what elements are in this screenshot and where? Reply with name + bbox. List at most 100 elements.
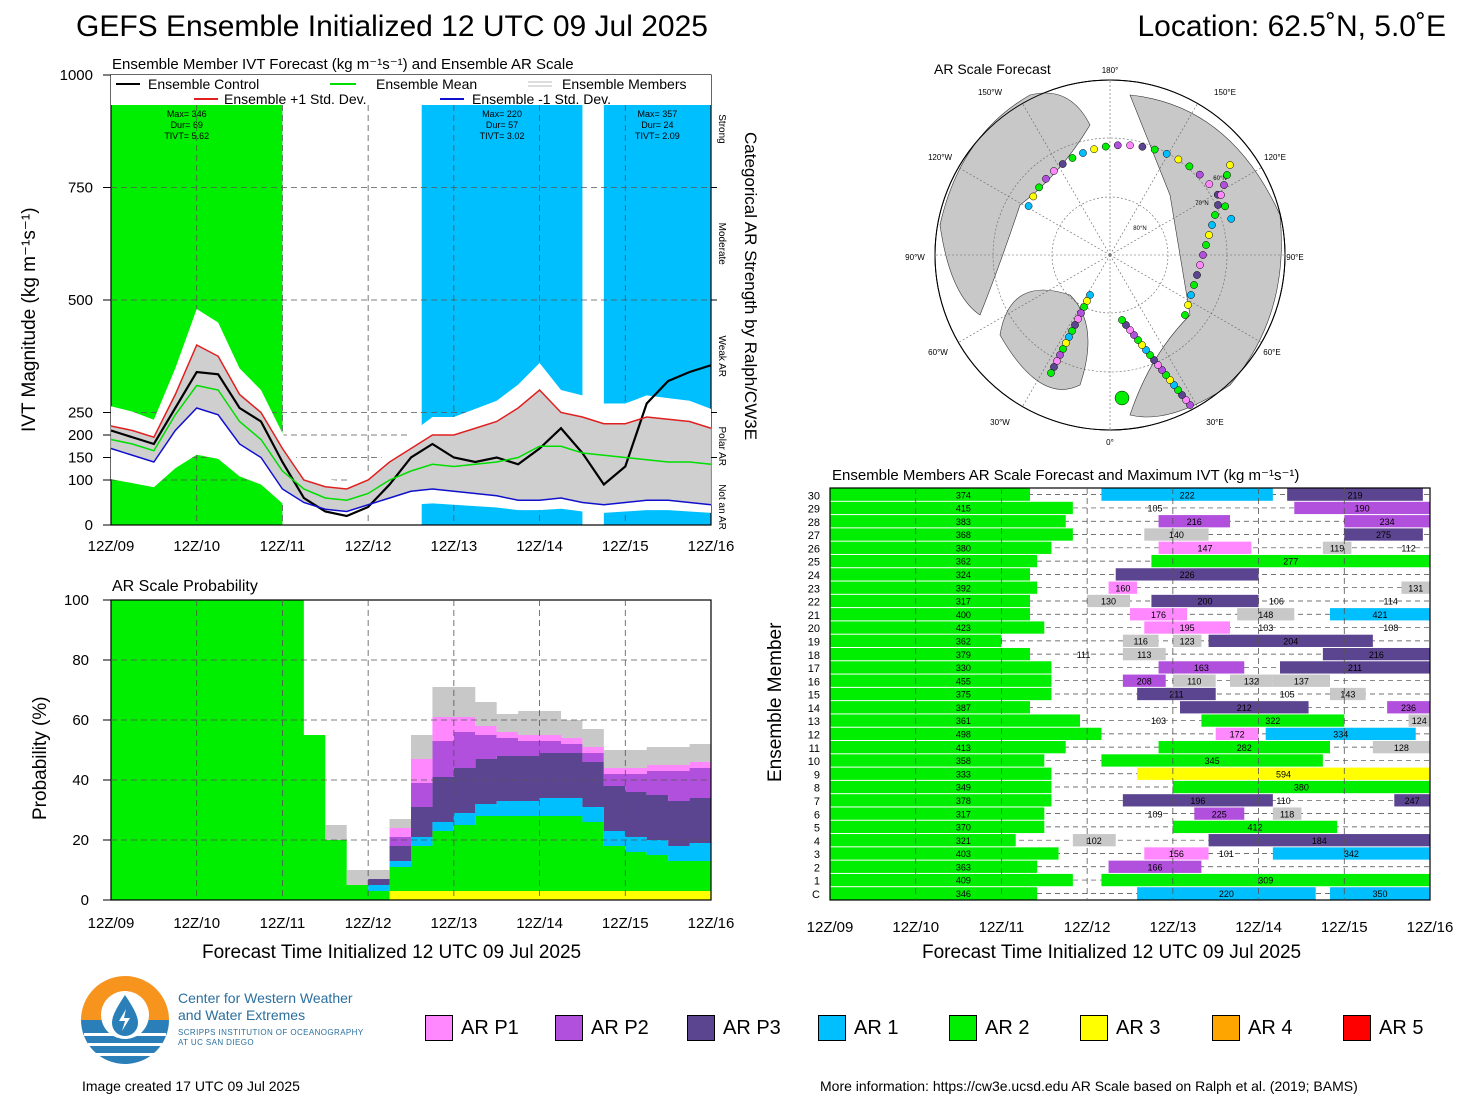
member-max-ivt-label: 106 bbox=[1269, 597, 1284, 607]
member-y-tick-label: 1 bbox=[814, 876, 820, 888]
ivt-x-tick-label: 12Z/13 bbox=[431, 538, 478, 555]
main-title: GEFS Ensemble Initialized 12 UTC 09 Jul … bbox=[76, 10, 708, 43]
member-max-ivt-label: 220 bbox=[1219, 889, 1234, 899]
event-stat-label: TIVT= 2.09 bbox=[635, 131, 680, 141]
ivt-track-dot bbox=[1185, 162, 1194, 171]
member-segment bbox=[1158, 541, 1252, 554]
member-max-ivt-label: 324 bbox=[956, 570, 971, 580]
member-max-ivt-label: 190 bbox=[1355, 504, 1370, 514]
member-max-ivt-label: 403 bbox=[956, 849, 971, 859]
member-y-tick-label: 27 bbox=[808, 530, 820, 542]
member-x-tick-label: 12Z/10 bbox=[892, 919, 939, 936]
member-segment bbox=[1172, 780, 1430, 794]
prob-plot-frame bbox=[110, 599, 712, 901]
meridian bbox=[1022, 103, 1111, 256]
member-x-axis-label: Forecast Time Initialized 12 UTC 09 Jul … bbox=[922, 942, 1302, 963]
member-max-ivt-label: 216 bbox=[1369, 650, 1384, 660]
location-label: Location: 62.5˚N, 5.0˚E bbox=[1137, 10, 1446, 43]
map-lon-label: 0° bbox=[1106, 438, 1114, 447]
member-segment bbox=[1201, 714, 1345, 727]
ivt-track-dot bbox=[1142, 346, 1150, 354]
legend-item: AR 4 bbox=[1212, 1015, 1292, 1041]
legend-item: AR 5 bbox=[1343, 1015, 1423, 1041]
member-segment bbox=[1372, 741, 1430, 754]
map-border bbox=[934, 79, 1286, 431]
member-max-ivt-label: 172 bbox=[1230, 730, 1245, 740]
map-lon-label: 90°W bbox=[905, 253, 925, 262]
member-max-ivt-label: 350 bbox=[1372, 889, 1387, 899]
member-segment bbox=[1151, 594, 1259, 608]
member-y-tick-label: C bbox=[812, 889, 820, 901]
member-max-ivt-label: 105 bbox=[1147, 504, 1162, 514]
member-segment bbox=[1101, 873, 1430, 887]
member-max-ivt-label: 368 bbox=[956, 530, 971, 540]
legend-label: AR 4 bbox=[1248, 1016, 1293, 1039]
member-segment bbox=[1208, 834, 1430, 847]
ivt-y-tick-label: 250 bbox=[68, 405, 93, 422]
member-max-ivt-label: 378 bbox=[956, 796, 971, 806]
prob-area bbox=[111, 891, 711, 900]
member-segment bbox=[830, 608, 1030, 621]
org-line-1: Center for Western Weather bbox=[178, 990, 353, 1006]
member-max-ivt-label: 334 bbox=[1333, 730, 1348, 740]
ivt-track-dot bbox=[1181, 311, 1189, 319]
map-lon-label: 60°W bbox=[928, 348, 948, 357]
member-y-tick-label: 21 bbox=[808, 610, 820, 622]
prob-x-tick-label: 12Z/13 bbox=[431, 915, 478, 932]
member-segment bbox=[1330, 887, 1430, 900]
member-segment bbox=[1108, 860, 1202, 873]
member-segment bbox=[1272, 674, 1330, 687]
member-segment bbox=[830, 501, 1073, 515]
member-y-tick-label: 11 bbox=[809, 743, 820, 755]
member-max-ivt-label: 143 bbox=[1340, 690, 1355, 700]
map-lon-label: 30°E bbox=[1206, 418, 1223, 427]
event-stat-label: Dur= 57 bbox=[486, 120, 518, 130]
ivt-track-dot bbox=[1174, 155, 1183, 164]
member-segment bbox=[1072, 834, 1116, 847]
member-max-ivt-label: 415 bbox=[956, 504, 971, 514]
legend-swatch bbox=[555, 1015, 583, 1041]
org-line-2: and Water Extremes bbox=[178, 1007, 306, 1023]
member-y-tick-label: 13 bbox=[808, 716, 820, 728]
member-max-ivt-label: 226 bbox=[1180, 570, 1195, 580]
ivt-x-tick-label: 12Z/10 bbox=[173, 538, 220, 555]
member-max-ivt-label: 166 bbox=[1147, 862, 1162, 872]
member-max-ivt-label: 176 bbox=[1151, 610, 1166, 620]
member-max-ivt-label: 110 bbox=[1187, 676, 1201, 686]
member-segment bbox=[830, 860, 1038, 873]
prob-x-tick-label: 12Z/10 bbox=[173, 915, 220, 932]
member-max-ivt-label: 101 bbox=[1219, 849, 1234, 859]
member-segment bbox=[830, 488, 1030, 501]
ivt-panel-title: Ensemble Member IVT Forecast (kg m⁻¹s⁻¹)… bbox=[112, 56, 574, 73]
member-segment bbox=[1158, 661, 1245, 674]
member-max-ivt-label: 114 bbox=[1384, 597, 1398, 607]
member-segment bbox=[830, 568, 1030, 581]
ivt-track-dot bbox=[1187, 291, 1195, 299]
org-line-3: SCRIPPS INSTITUTION OF OCEANOGRAPHY bbox=[178, 1028, 364, 1037]
ivt-y-tick-label: 750 bbox=[68, 180, 93, 197]
member-max-ivt-label: 322 bbox=[1265, 716, 1280, 726]
prob-area bbox=[111, 600, 711, 885]
member-max-ivt-label: 110 bbox=[1276, 796, 1290, 806]
legend-label: AR 3 bbox=[1116, 1016, 1161, 1039]
ivt-track-dot bbox=[1058, 160, 1067, 168]
ivt-track-dot bbox=[1126, 326, 1134, 334]
member-max-ivt-label: 111 bbox=[1077, 650, 1091, 660]
member-max-ivt-label: 387 bbox=[956, 703, 971, 713]
member-max-ivt-label: 147 bbox=[1197, 543, 1212, 553]
member-max-ivt-label: 200 bbox=[1197, 597, 1212, 607]
ivt-track-dot bbox=[1174, 386, 1182, 394]
member-segment bbox=[830, 581, 1038, 594]
ivt-track-dot bbox=[1130, 331, 1138, 339]
legend-swatch bbox=[1212, 1015, 1240, 1041]
member-max-ivt-label: 118 bbox=[1280, 809, 1294, 819]
member-segment bbox=[1158, 515, 1230, 528]
map-lon-label: 90°E bbox=[1286, 253, 1303, 262]
member-segment bbox=[1122, 794, 1273, 807]
member-segment bbox=[1122, 634, 1159, 647]
ivt-track-dot bbox=[1196, 261, 1204, 269]
member-x-tick-label: 12Z/11 bbox=[979, 919, 1025, 936]
ivt-track-dot bbox=[1090, 145, 1098, 154]
ivt-track-dot bbox=[1162, 371, 1170, 379]
member-segment bbox=[1151, 554, 1430, 568]
